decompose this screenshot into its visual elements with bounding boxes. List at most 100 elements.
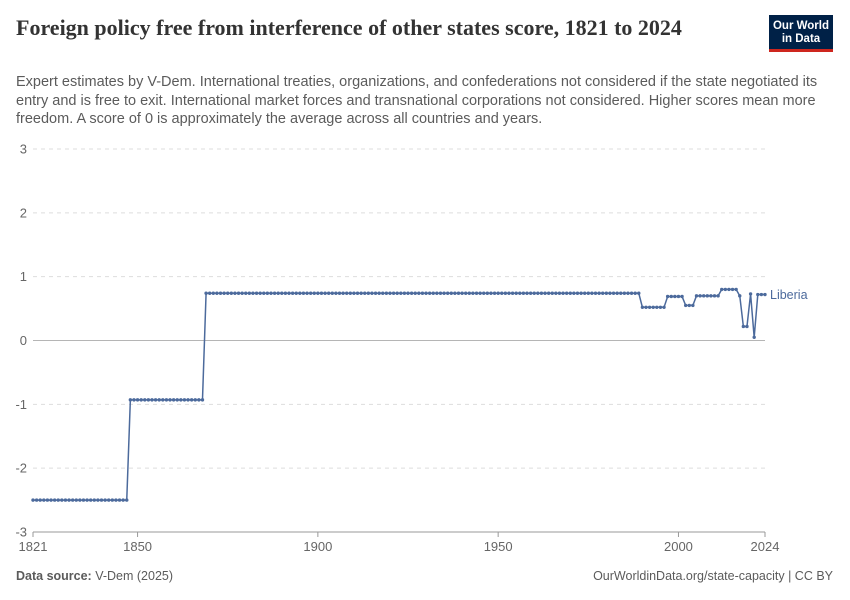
data-point [139, 398, 143, 402]
data-point [687, 303, 691, 308]
data-point [676, 294, 681, 299]
data-point [359, 291, 363, 295]
data-point [745, 324, 749, 329]
data-point [74, 498, 78, 502]
data-point [633, 291, 637, 295]
data-point [420, 291, 425, 295]
data-point [276, 291, 280, 295]
data-point [373, 291, 378, 295]
data-point [117, 498, 122, 502]
data-point [456, 291, 461, 295]
data-point [189, 398, 194, 402]
data-point [175, 398, 179, 402]
owid-logo[interactable]: Our World in Data [769, 15, 833, 52]
data-point [45, 498, 50, 502]
data-point [161, 398, 165, 402]
data-point [363, 291, 367, 295]
data-point [644, 305, 648, 310]
data-point [157, 398, 161, 402]
data-point [665, 294, 670, 299]
data-point [153, 398, 158, 402]
data-point [572, 291, 576, 295]
data-point [431, 291, 435, 295]
data-point [601, 291, 605, 295]
data-point [341, 291, 345, 295]
data-point [727, 287, 731, 292]
data-point [70, 498, 75, 502]
data-point [258, 291, 262, 295]
data-point [308, 291, 313, 295]
data-point [626, 291, 630, 295]
series-line [33, 288, 765, 501]
data-point [52, 498, 57, 502]
data-point [236, 291, 241, 295]
data-point [741, 324, 746, 329]
data-point [640, 305, 645, 310]
data-point [49, 498, 53, 502]
data-point [60, 498, 64, 502]
data-point [756, 292, 760, 297]
data-point [366, 291, 371, 295]
data-point [67, 498, 71, 502]
data-point [629, 291, 634, 295]
data-point [525, 291, 529, 295]
data-point [204, 291, 208, 295]
data-point [449, 291, 453, 295]
data-point [85, 498, 89, 502]
data-point [171, 398, 176, 402]
data-point [453, 291, 457, 295]
data-point [658, 305, 663, 310]
data-point [150, 398, 154, 402]
data-point [146, 398, 151, 402]
data-point [233, 291, 237, 295]
data-point [200, 398, 205, 402]
data-point [399, 291, 403, 295]
y-tick-label: 3 [20, 142, 27, 157]
footer-credit-link[interactable]: OurWorldinData.org/state-capacity | CC B… [593, 569, 833, 583]
data-point [92, 498, 97, 502]
data-point [229, 291, 234, 295]
data-point [319, 291, 324, 295]
data-source-label: Data source: [16, 569, 92, 583]
data-point [467, 291, 472, 295]
data-point [698, 294, 702, 298]
data-point [608, 291, 612, 295]
data-point [345, 291, 349, 295]
data-point [720, 287, 724, 292]
y-tick-labels: -3 -2 -1 0 1 2 3 [15, 142, 27, 540]
x-tick-label: 2000 [664, 539, 693, 554]
data-point [283, 291, 288, 295]
data-point [88, 498, 93, 502]
data-point [528, 291, 533, 295]
data-point [619, 291, 623, 295]
data-point [564, 291, 569, 295]
data-point [226, 291, 230, 295]
series-liberia[interactable]: Liberia [31, 287, 808, 502]
data-point [63, 498, 68, 502]
data-point [586, 291, 591, 295]
data-point [442, 291, 446, 295]
data-point [604, 291, 609, 295]
data-point [99, 498, 104, 502]
data-point [391, 291, 396, 295]
data-point [179, 398, 183, 402]
data-point [272, 291, 277, 295]
data-point [81, 498, 86, 502]
data-point [445, 291, 450, 295]
data-point [38, 498, 42, 502]
data-point [763, 292, 767, 297]
data-point [532, 291, 536, 295]
data-point [507, 291, 511, 295]
data-point [521, 291, 526, 295]
x-tick-label: 1900 [303, 539, 332, 554]
line-chart: -3 -2 -1 0 1 2 3 1821 1850 1900 1950 2000 2024 Libe… [15, 142, 808, 555]
data-point [575, 291, 580, 295]
chart-title: Foreign policy free from interference of… [16, 15, 682, 40]
data-point [752, 335, 756, 340]
chart-subtitle: Expert estimates by V-Dem. International… [16, 74, 818, 127]
data-point [254, 291, 259, 295]
x-tick-label: 1850 [123, 539, 152, 554]
data-point [637, 291, 641, 295]
data-point [326, 291, 331, 295]
data-point [546, 291, 551, 295]
